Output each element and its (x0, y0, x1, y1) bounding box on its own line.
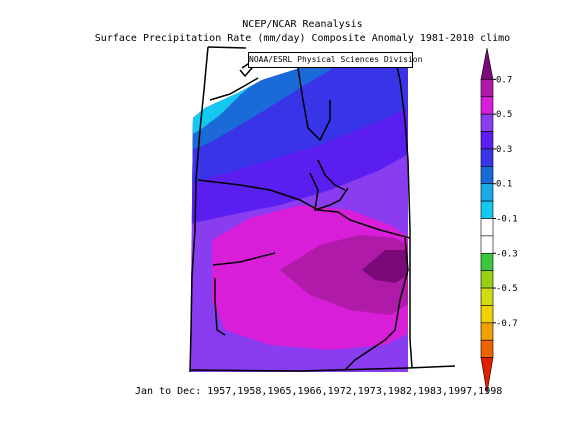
colorbar-bin (480, 305, 494, 324)
date-range-caption: Jan to Dec: 1957,1958,1965,1966,1972,197… (135, 386, 503, 397)
colorbar-bin (480, 235, 494, 254)
colorbar-bin (480, 357, 494, 394)
colorbar-bin (480, 166, 494, 185)
colorbar-bin (480, 322, 494, 341)
chart-title: NCEP/NCAR Reanalysis (242, 19, 363, 30)
northern-border (207, 46, 247, 49)
colorbar-tick-label: 0.3 (496, 145, 512, 155)
island-outline (239, 63, 254, 78)
colorbar-bin (480, 47, 494, 80)
coast-east (344, 237, 409, 371)
colorbar-tick-label: -0.3 (496, 249, 518, 259)
colorbar-bin (480, 183, 494, 202)
coast-north (209, 77, 259, 101)
colorbar-bin (480, 113, 494, 132)
map-outlines (189, 46, 456, 373)
colorbar-bin (480, 131, 494, 150)
colorbar: 0.7 0.5 0.3 0.1 -0.1 -0.3 -0.5 -0.7 (480, 47, 518, 394)
eastern-border (394, 57, 413, 369)
colorbar-bin (480, 200, 494, 219)
river-2 (297, 67, 331, 142)
colorbar-tick-label: -0.1 (496, 215, 518, 225)
southern-border (189, 365, 456, 372)
colorbar-tick-label: -0.7 (496, 319, 518, 329)
province-line-2 (212, 252, 276, 266)
colorbar-tick-label: 0.5 (496, 110, 512, 120)
colorbar-bin (480, 252, 494, 271)
colorbar-bin (480, 148, 494, 167)
credit-label: NOAA/ESRL Physical Sciences Division (248, 52, 422, 68)
colorbar-bin (480, 218, 494, 237)
colorbar-bin (480, 270, 494, 289)
province-line-1 (197, 179, 411, 239)
colorbar-bin (480, 287, 494, 306)
band-max (362, 250, 408, 283)
colorbar-bin (480, 96, 494, 115)
colorbar-tick-label: -0.5 (496, 284, 518, 294)
river-1 (317, 159, 346, 191)
lake-outline (309, 172, 349, 212)
colorbar-bin (480, 339, 494, 358)
inner-line (214, 278, 226, 336)
colorbar-tick-label: 0.7 (496, 75, 512, 85)
colorbar-tick-label: 0.1 (496, 180, 512, 190)
anomaly-fill (190, 58, 408, 372)
chart-subtitle: Surface Precipitation Rate (mm/day) Comp… (94, 33, 511, 44)
western-border (189, 46, 209, 373)
colorbar-bin (480, 79, 494, 98)
